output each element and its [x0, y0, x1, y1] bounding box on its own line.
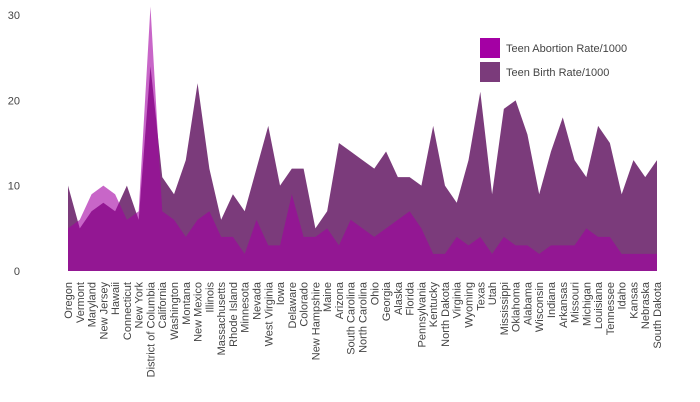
x-tick-label: Illinois — [204, 282, 216, 313]
x-tick-label: Maryland — [87, 282, 99, 327]
area — [68, 66, 657, 271]
x-tick-label: Louisiana — [593, 281, 605, 329]
x-tick-label: New York — [134, 282, 146, 329]
x-tick-label: South Carolina — [346, 281, 358, 355]
x-tick-label: Idaho — [617, 282, 629, 310]
x-tick-label: North Dakota — [440, 281, 452, 347]
x-tick-label: Alabama — [522, 281, 534, 325]
legend-label: Teen Abortion Rate/1000 — [506, 43, 627, 55]
x-tick-label: Mississippi — [499, 282, 511, 335]
y-tick-label: 0 — [14, 266, 20, 278]
x-tick-label: New Mexico — [193, 282, 205, 342]
x-tick-label: California — [157, 281, 169, 328]
x-tick-label: Arizona — [334, 281, 346, 319]
x-tick-label: Texas — [475, 282, 487, 311]
x-tick-label: North Carolina — [358, 281, 370, 353]
x-tick-label: Virginia — [452, 281, 464, 318]
x-tick-label: Kansas — [628, 282, 640, 319]
x-tick-label: New Jersey — [98, 282, 110, 340]
x-tick-label: Tennessee — [605, 282, 617, 335]
x-tick-label: Washington — [169, 282, 181, 340]
x-tick-label: Arkansas — [558, 282, 570, 328]
x-tick-label: District of Columbia — [145, 281, 157, 377]
y-tick-label: 20 — [8, 95, 20, 107]
x-tick-label: Hawaii — [110, 282, 122, 315]
x-tick-label: Michigan — [581, 282, 593, 326]
x-tick-label: Utah — [487, 282, 499, 305]
legend-swatch — [480, 38, 500, 58]
x-tick-label: Wisconsin — [534, 282, 546, 332]
area — [68, 6, 657, 271]
x-tick-label: Montana — [181, 281, 193, 325]
x-tick-label: Delaware — [287, 282, 299, 328]
x-tick-label: Maine — [322, 282, 334, 312]
x-tick-label: Minnesota — [240, 281, 252, 333]
legend-label: Teen Birth Rate/1000 — [506, 67, 609, 79]
x-tick-label: West Virginia — [263, 281, 275, 346]
legend-swatch — [480, 62, 500, 82]
x-tick-label: Ohio — [369, 282, 381, 305]
x-tick-label: New Hampshire — [310, 282, 322, 360]
x-tick-label: Nebraska — [640, 281, 652, 329]
x-tick-label: South Dakota — [652, 281, 664, 349]
x-tick-label: Nevada — [251, 281, 263, 320]
x-tick-label: Pennsylvania — [416, 281, 428, 347]
x-tick-label: Indiana — [546, 281, 558, 318]
x-tick-label: Massachusetts — [216, 282, 228, 356]
x-tick-label: Florida — [405, 281, 417, 316]
x-tick-label: Connecticut — [122, 282, 134, 340]
y-tick-label: 30 — [8, 10, 20, 22]
x-tick-label: Alaska — [393, 281, 405, 315]
y-tick-label: 10 — [8, 181, 20, 193]
x-tick-label: Oregon — [63, 282, 75, 319]
x-tick-label: Rhode Island — [228, 282, 240, 347]
x-tick-label: Oklahoma — [511, 281, 523, 332]
x-tick-label: Colorado — [299, 282, 311, 327]
x-tick-label: Georgia — [381, 281, 393, 321]
x-tick-label: Kentucky — [428, 282, 440, 328]
x-tick-label: Vermont — [75, 282, 87, 323]
x-tick-label: Iowa — [275, 281, 287, 305]
x-tick-label: Missouri — [570, 282, 582, 323]
x-tick-label: Wyoming — [464, 282, 476, 328]
